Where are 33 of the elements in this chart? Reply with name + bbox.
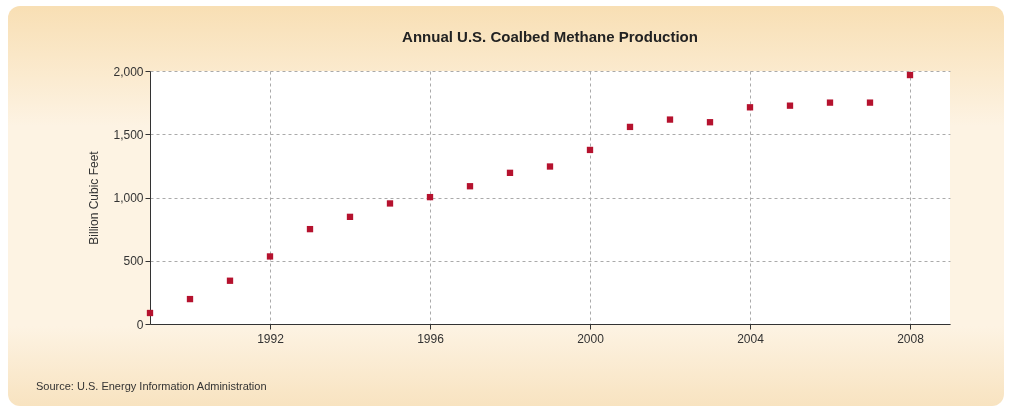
x-tick-label: 1992 <box>257 331 285 346</box>
point <box>666 116 674 123</box>
point <box>226 277 234 284</box>
point <box>346 213 354 221</box>
point <box>826 99 834 106</box>
chart-title: Annual U.S. Coalbed Methane Production <box>402 28 698 45</box>
source-note: Source: U.S. Energy Information Administration <box>36 380 267 392</box>
point <box>506 169 514 176</box>
point <box>186 295 194 303</box>
y-tick-label: 1,500 <box>113 127 144 142</box>
point <box>586 146 594 154</box>
point <box>786 102 794 109</box>
y-tick-label: 1,000 <box>113 191 144 205</box>
x-tick-label: 2000 <box>577 331 605 346</box>
y-tick-label: 0 <box>136 317 144 332</box>
point <box>706 119 714 126</box>
y-tick-label: 500 <box>123 254 144 269</box>
point <box>266 253 274 260</box>
point <box>146 309 154 317</box>
y-tick-label: 2,000 <box>113 64 144 79</box>
point <box>306 225 314 233</box>
x-tick-label: 2004 <box>737 331 765 346</box>
point <box>426 193 434 201</box>
point <box>466 183 474 190</box>
point <box>746 104 754 111</box>
x-tick-label: 1996 <box>417 331 445 346</box>
point <box>906 71 914 79</box>
point <box>626 123 634 131</box>
point <box>546 163 554 170</box>
point <box>386 200 394 207</box>
point <box>866 99 874 106</box>
y-axis-title: Billion Cubic Feet <box>87 150 102 245</box>
x-tick-label: 2008 <box>897 331 925 346</box>
